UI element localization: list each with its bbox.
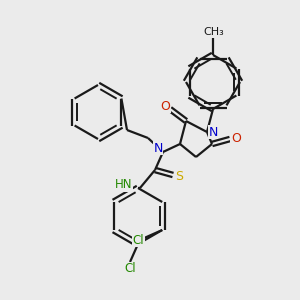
Text: S: S — [175, 169, 183, 182]
Text: Cl: Cl — [124, 262, 136, 275]
Text: O: O — [160, 100, 170, 112]
Text: Cl: Cl — [132, 233, 144, 247]
Text: N: N — [153, 142, 163, 154]
Text: N: N — [208, 125, 218, 139]
Text: HN: HN — [115, 178, 132, 191]
Text: O: O — [231, 131, 241, 145]
Text: CH₃: CH₃ — [204, 27, 224, 37]
